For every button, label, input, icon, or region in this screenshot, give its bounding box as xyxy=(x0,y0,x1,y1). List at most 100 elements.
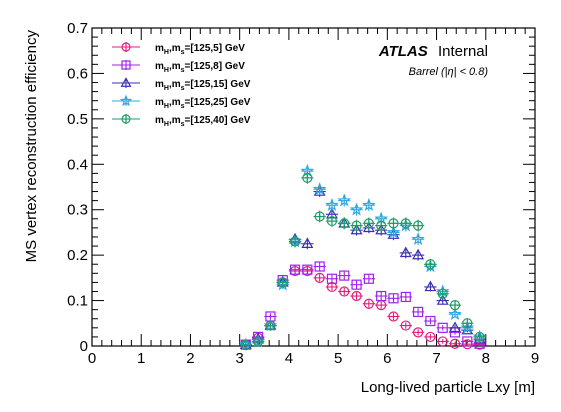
data-point xyxy=(399,246,412,259)
legend-entry: mH,ms=[125,25] GeV xyxy=(112,94,251,110)
data-marker-crosscircle xyxy=(449,300,461,311)
square-marker xyxy=(339,270,350,281)
data-marker-crosscircle xyxy=(412,220,424,231)
data-point xyxy=(424,315,437,327)
square-marker xyxy=(462,336,473,347)
legend-label: mH,ms=[125,8] GeV xyxy=(155,61,245,74)
data-marker-square xyxy=(289,264,301,275)
data-point xyxy=(448,300,462,311)
square-marker xyxy=(302,264,313,275)
legend-sub-s: s xyxy=(181,67,185,74)
square-marker xyxy=(437,322,448,333)
square-marker xyxy=(425,315,436,327)
triangle-marker xyxy=(120,77,132,87)
data-marker-square xyxy=(363,273,374,284)
data-point xyxy=(276,277,289,288)
legend-sub-h: H xyxy=(164,121,169,128)
data-marker-circle xyxy=(351,290,362,302)
data-point xyxy=(338,217,351,230)
data-point xyxy=(411,306,425,318)
legend-entry: mH,ms=[125,8] GeV xyxy=(112,60,245,74)
region-label: Barrel (|η| < 0.8) xyxy=(409,66,489,78)
data-point xyxy=(461,318,474,329)
y-tick-label: 0.7 xyxy=(67,20,88,37)
data-point xyxy=(411,248,425,261)
square-marker xyxy=(376,290,387,302)
star-marker xyxy=(386,225,401,239)
circle-marker xyxy=(437,336,448,347)
data-point xyxy=(313,261,326,272)
square-marker xyxy=(400,291,411,303)
circle-marker xyxy=(388,311,399,322)
data-point xyxy=(301,264,314,275)
star-marker xyxy=(411,232,425,246)
data-point xyxy=(349,202,364,216)
y-tick-label: 0.5 xyxy=(67,111,88,128)
y-tick-label: 0 xyxy=(80,338,88,355)
series-5 xyxy=(239,172,486,351)
circle-marker xyxy=(314,272,325,283)
atlas-experiment: ATLAS xyxy=(378,43,428,60)
data-point xyxy=(362,298,376,309)
legend-tail: =[125,25] GeV xyxy=(185,97,251,108)
star-marker xyxy=(325,198,339,211)
x-tick-labels: 0 1 2 3 4 5 6 7 8 9 xyxy=(88,350,539,367)
data-point xyxy=(375,300,388,311)
axis-ticks xyxy=(91,27,536,347)
legend-mid: ,m xyxy=(169,61,181,72)
circle-marker xyxy=(425,331,436,343)
data-point xyxy=(424,259,437,270)
data-point xyxy=(448,307,462,320)
data-marker-circle xyxy=(412,327,424,338)
legend: mH,ms=[125,5] GeV mH,ms=[125,8] GeV mH,ms=… xyxy=(112,42,251,128)
data-point xyxy=(313,272,326,283)
x-tick-label: 7 xyxy=(432,350,440,367)
data-point xyxy=(312,182,327,196)
legend-mid: ,m xyxy=(169,115,181,126)
legend-sub-h: H xyxy=(164,85,169,92)
data-point xyxy=(375,219,388,232)
x-tick-label: 0 xyxy=(88,350,96,367)
data-point xyxy=(399,217,412,230)
y-tick-labels: 0 0.1 0.2 0.3 0.4 0.5 0.6 0.7 xyxy=(67,20,88,355)
data-marker-star xyxy=(386,225,401,239)
data-marker-crosscircle xyxy=(121,114,131,124)
data-marker-crosscircle xyxy=(277,277,288,288)
legend-label: mH,ms=[125,5] GeV xyxy=(155,43,245,56)
circle-marker xyxy=(363,298,374,309)
series-2 xyxy=(239,261,486,350)
star-marker xyxy=(119,94,133,107)
data-point xyxy=(448,338,462,349)
star-marker xyxy=(312,182,327,196)
data-marker-square xyxy=(412,306,424,318)
data-point xyxy=(325,215,339,227)
circle-marker xyxy=(121,42,131,52)
data-marker-crosscircle xyxy=(240,339,251,351)
data-point xyxy=(375,290,388,302)
data-marker-circle xyxy=(437,336,448,347)
x-tick-label: 3 xyxy=(235,350,243,367)
atlas-status: Internal xyxy=(438,43,488,60)
legend-mid: ,m xyxy=(169,79,181,90)
legend-label: mH,ms=[125,25] GeV xyxy=(155,97,251,110)
data-marker-crosscircle xyxy=(253,336,264,347)
data-marker-crosscircle xyxy=(376,220,387,231)
data-point xyxy=(251,336,265,347)
data-point xyxy=(350,219,363,232)
data-marker-triangle xyxy=(301,237,314,249)
legend-mid: ,m xyxy=(169,97,181,108)
triangle-marker xyxy=(301,237,314,249)
data-point xyxy=(411,232,425,246)
plot-frame xyxy=(91,27,536,347)
star-marker xyxy=(337,193,352,207)
star-marker xyxy=(362,198,376,211)
x-tick-label: 1 xyxy=(137,350,145,367)
data-point xyxy=(424,280,437,292)
y-axis-title: MS vertex reconstruction efficiency xyxy=(23,30,40,263)
data-point xyxy=(325,273,339,284)
data-point xyxy=(387,217,400,230)
legend-entry: mH,ms=[125,40] GeV xyxy=(112,114,251,128)
star-marker xyxy=(349,202,364,216)
data-point xyxy=(473,331,486,343)
legend-label: mH,ms=[125,40] GeV xyxy=(155,115,251,128)
